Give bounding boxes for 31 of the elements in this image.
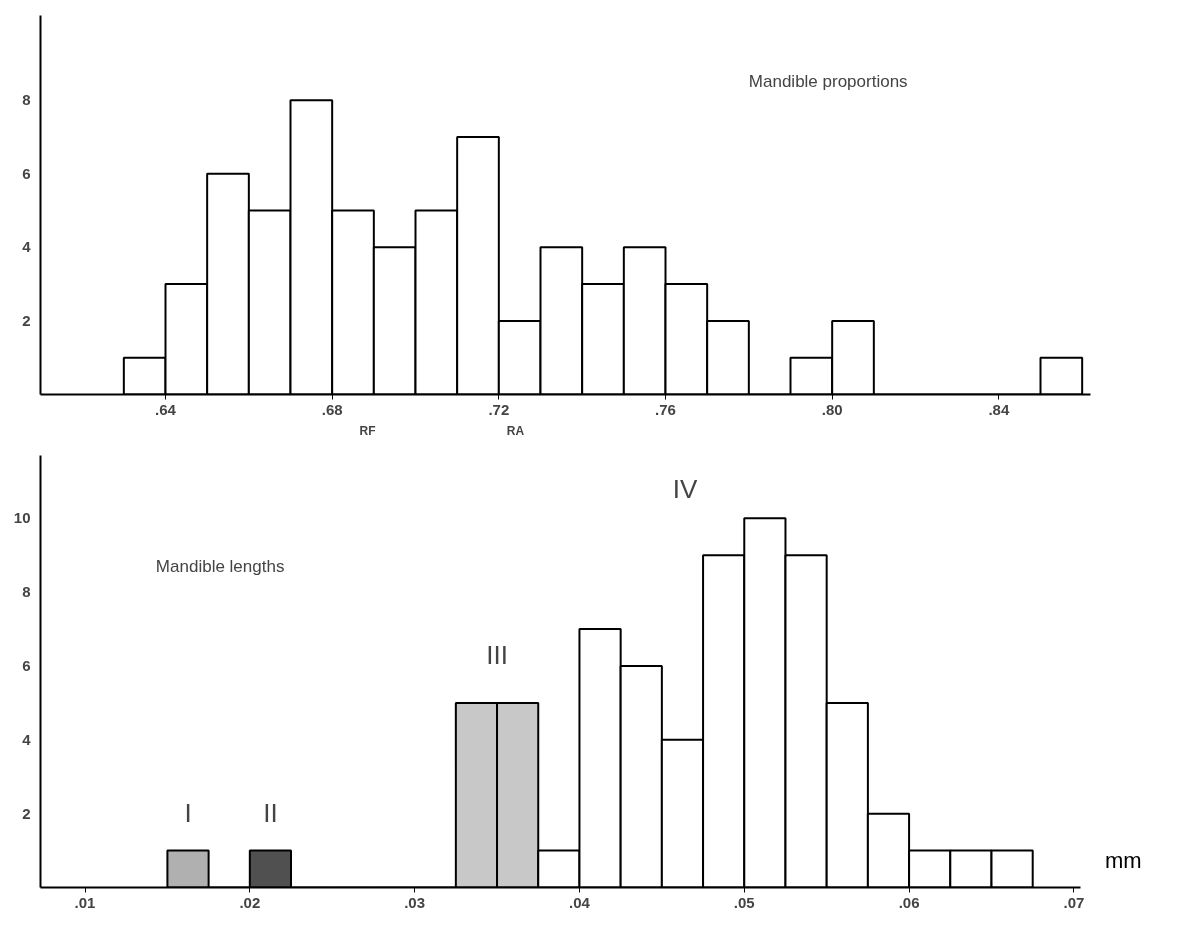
- y-tick-label: 8: [22, 583, 31, 601]
- annotation: III: [486, 639, 508, 670]
- x-tick-label: .04: [569, 893, 591, 911]
- x-tick-label: .68: [321, 400, 343, 418]
- annotation: Mandible proportions: [748, 72, 908, 92]
- text: RA: [506, 423, 525, 438]
- x-tick-label: .06: [898, 893, 920, 911]
- y-tick-label: 6: [22, 656, 31, 674]
- x-tick-label: .72: [488, 400, 510, 418]
- x-tick-label: .80: [821, 400, 843, 418]
- y-tick-label: 4: [22, 238, 32, 256]
- x-tick-label: .05: [733, 893, 755, 911]
- x-tick-label: .01: [74, 893, 96, 911]
- x-tick-label: .84: [988, 400, 1010, 418]
- annotation: Mandible lengths: [155, 557, 285, 577]
- annotation: II: [263, 798, 278, 829]
- x-axis-title: mm: [1105, 847, 1142, 875]
- x-tick-label: .76: [655, 400, 676, 418]
- y-tick-label: 6: [22, 164, 31, 182]
- x-tick-label: .07: [1063, 893, 1085, 911]
- y-tick-label: 2: [22, 311, 31, 329]
- y-tick-label: 2: [22, 804, 31, 822]
- y-tick-label: 8: [22, 91, 31, 109]
- x-tick-label: .02: [239, 893, 261, 911]
- y-tick-label: 10: [13, 509, 31, 527]
- x-tick-label: .64: [155, 400, 177, 418]
- x-tick-label: .03: [404, 893, 426, 911]
- annotation: I: [184, 798, 192, 829]
- annotation: IV: [672, 473, 698, 504]
- text: RF: [359, 423, 376, 438]
- y-tick-label: 4: [22, 730, 32, 748]
